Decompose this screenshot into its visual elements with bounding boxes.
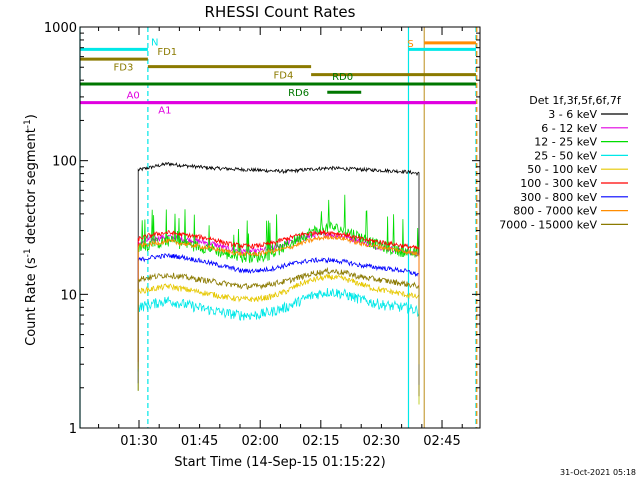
y-axis-tick-labels: 1 10 100 1000 [44, 21, 77, 437]
x-tick-label-3: 02:15 [302, 434, 339, 449]
series-line-4 [137, 274, 420, 405]
y-axis-label-exponent-2: -1 [23, 119, 33, 128]
legend-label-8: 7000 - 15000 keV [499, 218, 597, 231]
chart-title: RHESSI Count Rates [205, 3, 356, 21]
y-tick-label-3: 1000 [44, 21, 77, 36]
y-tick-label-1: 10 [60, 288, 77, 303]
flag-label-rd6: RD6 [288, 88, 309, 99]
flag-label-fd3: FD3 [114, 63, 134, 74]
y-axis-label-exponent-1: -1 [23, 248, 33, 257]
y-axis-label-middle: detector segment [24, 128, 39, 248]
legend-label-3: 25 - 50 keV [534, 149, 597, 162]
x-tick-label-5: 02:45 [423, 434, 460, 449]
legend-label-2: 12 - 25 keV [534, 136, 597, 149]
y-axis-label-main: Count Rate (s [24, 257, 39, 346]
plot-frame [79, 26, 481, 429]
flag-label-fd4: FD4 [274, 71, 294, 82]
flag-label-a0: A0 [127, 91, 140, 102]
series-line-5 [137, 228, 420, 362]
timestamp: 31-Oct-2021 05:18 [560, 468, 636, 477]
series-line-1 [137, 230, 420, 367]
x-tick-label-1: 01:45 [181, 434, 218, 449]
series-line-3 [137, 287, 420, 405]
flag-label-n: N [151, 37, 158, 48]
flag-label-s: S [407, 39, 413, 50]
series-line-7 [137, 235, 420, 370]
legend-label-1: 6 - 12 keV [541, 122, 597, 135]
x-tick-label-4: 02:30 [363, 434, 400, 449]
x-axis-label: Start Time (14-Sep-15 01:15:22) [174, 455, 385, 470]
y-axis-label-close: ) [24, 114, 39, 119]
y-axis-label: Count Rate (s-1 detector segment-1) [23, 114, 39, 346]
flag-label-rd0: RD0 [332, 72, 353, 83]
time-interval-markers [79, 27, 478, 428]
flag-label-fd1: FD1 [157, 47, 177, 58]
legend-label-0: 3 - 6 keV [548, 108, 597, 121]
x-tick-label-2: 02:00 [241, 434, 278, 449]
legend-label-6: 300 - 800 keV [520, 191, 597, 204]
legend-title: Det 1f,3f,5f,6f,7f [529, 94, 622, 107]
count-rate-series [137, 161, 420, 405]
x-tick-label-0: 01:30 [120, 434, 157, 449]
y-tick-label-2: 100 [52, 155, 77, 170]
legend-label-7: 800 - 7000 keV [513, 205, 597, 218]
y-tick-label-0: 1 [69, 422, 77, 437]
series-line-2 [137, 194, 420, 372]
flag-label-a1: A1 [158, 106, 171, 117]
x-axis-tick-labels: 01:30 01:45 02:00 02:15 02:30 02:45 [120, 434, 460, 449]
series-line-8 [137, 266, 420, 397]
series-line-6 [137, 252, 420, 385]
legend-label-4: 50 - 100 keV [527, 163, 597, 176]
legend-label-5: 100 - 300 keV [520, 177, 597, 190]
attenuator-decimation-flags: N S FD1 FD3 FD4 RD0 RD6 A0 A1 [80, 37, 476, 117]
series-line-0 [137, 161, 420, 294]
plot-axes [79, 26, 481, 429]
